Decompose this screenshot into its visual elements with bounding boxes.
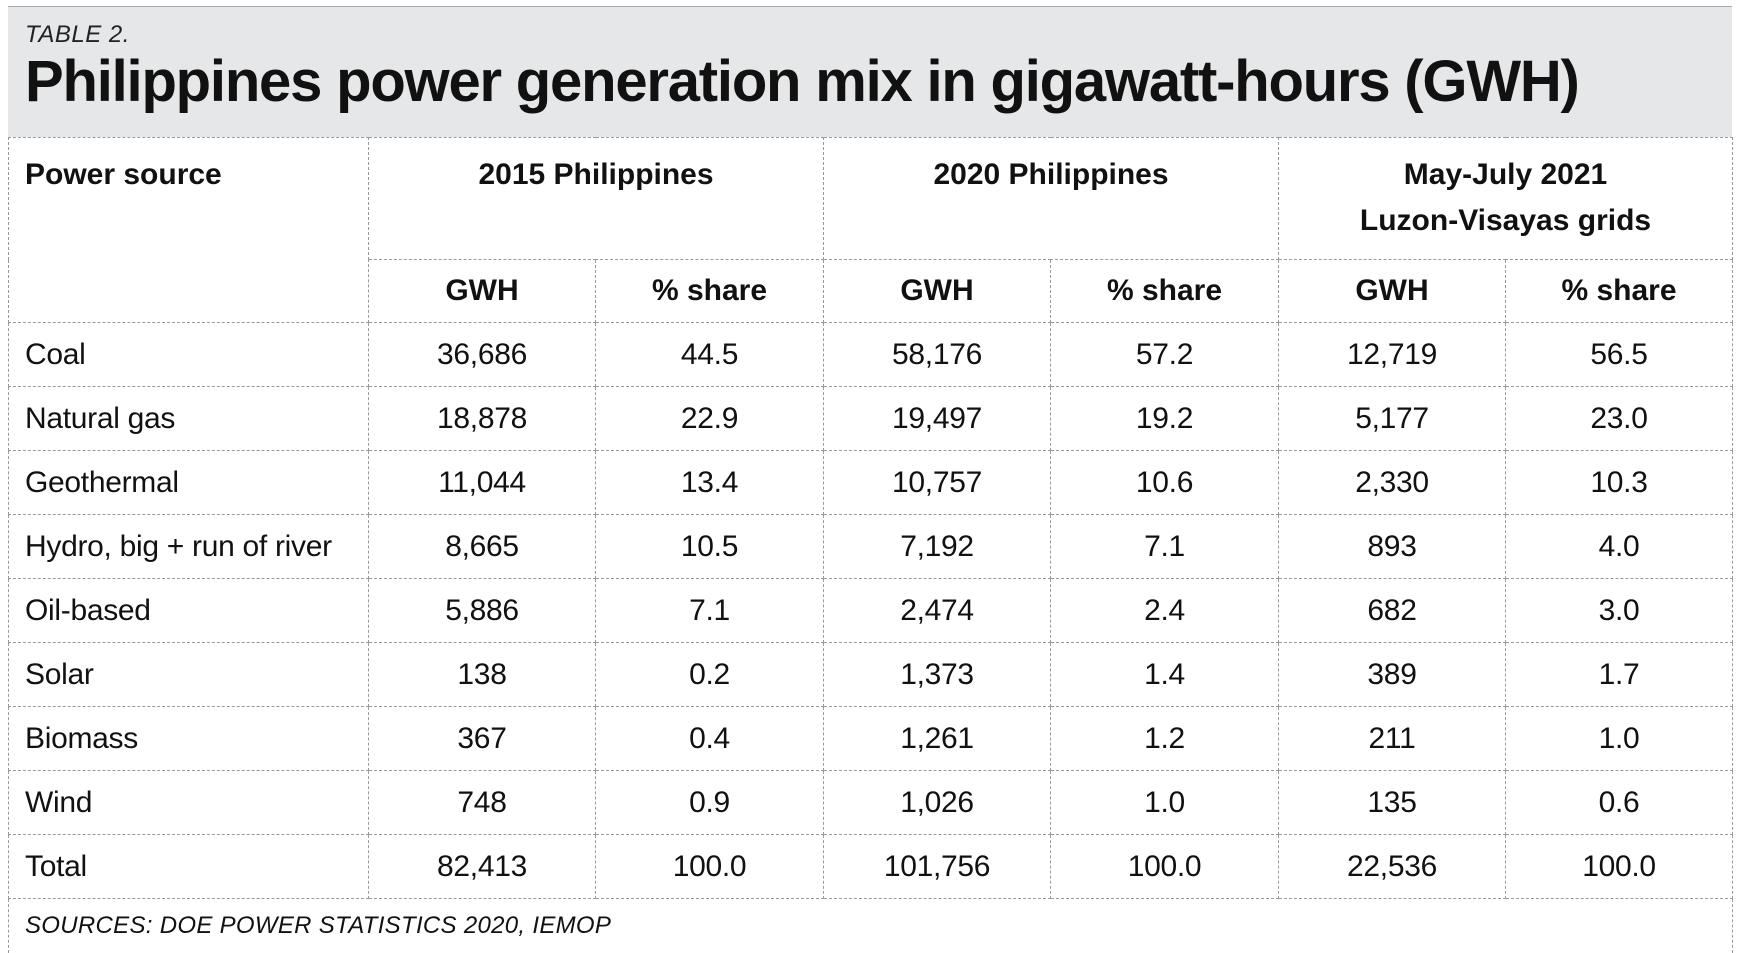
share-cell: 3.0 (1506, 579, 1733, 643)
share-cell: 1.4 (1051, 643, 1279, 707)
group-header-row: Power source 2015 Philippines 2020 Phili… (9, 138, 1733, 260)
group-header-line: May-July 2021 (1279, 152, 1732, 198)
share-cell: 0.4 (596, 707, 824, 771)
gwh-cell: 389 (1279, 643, 1506, 707)
gwh-cell: 138 (369, 643, 596, 707)
sources-row: SOURCES: DOE POWER STATISTICS 2020, IEMO… (9, 899, 1733, 953)
gwh-cell: 5,886 (369, 579, 596, 643)
gwh-cell: 682 (1279, 579, 1506, 643)
gwh-cell: 1,373 (824, 643, 1051, 707)
share-cell: 10.5 (596, 515, 824, 579)
table-figure: TABLE 2. Philippines power generation mi… (0, 0, 1740, 929)
gwh-header: GWH (1279, 260, 1506, 323)
share-cell: 44.5 (596, 323, 824, 387)
share-header: % share (1506, 260, 1733, 323)
power-source-cell: Hydro, big + run of river (9, 515, 369, 579)
share-cell: 0.2 (596, 643, 824, 707)
gwh-cell: 2,330 (1279, 451, 1506, 515)
group-header-2020: 2020 Philippines (824, 138, 1279, 260)
share-cell: 7.1 (1051, 515, 1279, 579)
share-cell: 13.4 (596, 451, 824, 515)
power-source-cell: Solar (9, 643, 369, 707)
share-cell: 4.0 (1506, 515, 1733, 579)
gwh-cell: 211 (1279, 707, 1506, 771)
gwh-cell: 58,176 (824, 323, 1051, 387)
share-cell: 0.9 (596, 771, 824, 835)
share-cell: 57.2 (1051, 323, 1279, 387)
gwh-cell: 893 (1279, 515, 1506, 579)
share-cell: 56.5 (1506, 323, 1733, 387)
gwh-cell: 8,665 (369, 515, 596, 579)
table-header: TABLE 2. Philippines power generation mi… (8, 6, 1732, 137)
gwh-cell: 748 (369, 771, 596, 835)
share-cell: 22.9 (596, 387, 824, 451)
share-cell: 100.0 (1051, 835, 1279, 899)
gwh-cell: 10,757 (824, 451, 1051, 515)
share-cell: 100.0 (596, 835, 824, 899)
gwh-cell: 12,719 (1279, 323, 1506, 387)
power-source-cell: Natural gas (9, 387, 369, 451)
share-header: % share (596, 260, 824, 323)
share-cell: 10.6 (1051, 451, 1279, 515)
gwh-cell: 135 (1279, 771, 1506, 835)
group-header-line: 2015 Philippines (369, 152, 823, 198)
power-source-cell: Coal (9, 323, 369, 387)
share-cell: 1.0 (1506, 707, 1733, 771)
share-cell: 19.2 (1051, 387, 1279, 451)
power-source-header: Power source (9, 138, 369, 323)
group-header-line: Luzon-Visayas grids (1279, 198, 1732, 244)
gwh-header: GWH (369, 260, 596, 323)
gwh-cell: 18,878 (369, 387, 596, 451)
power-source-cell: Biomass (9, 707, 369, 771)
power-source-cell: Total (9, 835, 369, 899)
share-cell: 23.0 (1506, 387, 1733, 451)
power-source-cell: Geothermal (9, 451, 369, 515)
power-source-cell: Oil-based (9, 579, 369, 643)
share-cell: 1.2 (1051, 707, 1279, 771)
gwh-header: GWH (824, 260, 1051, 323)
table-label: TABLE 2. (25, 21, 1716, 49)
gwh-cell: 5,177 (1279, 387, 1506, 451)
gwh-cell: 367 (369, 707, 596, 771)
group-header-2015: 2015 Philippines (369, 138, 824, 260)
gwh-cell: 1,026 (824, 771, 1051, 835)
gwh-cell: 2,474 (824, 579, 1051, 643)
share-cell: 10.3 (1506, 451, 1733, 515)
sources-note: SOURCES: DOE POWER STATISTICS 2020, IEMO… (9, 899, 1733, 953)
share-cell: 7.1 (596, 579, 824, 643)
gwh-cell: 1,261 (824, 707, 1051, 771)
group-header-2021: May-July 2021 Luzon-Visayas grids (1279, 138, 1733, 260)
share-cell: 100.0 (1506, 835, 1733, 899)
gwh-cell: 101,756 (824, 835, 1051, 899)
share-cell: 1.0 (1051, 771, 1279, 835)
share-cell: 1.7 (1506, 643, 1733, 707)
gwh-cell: 7,192 (824, 515, 1051, 579)
gwh-cell: 19,497 (824, 387, 1051, 451)
power-generation-table: Power source 2015 Philippines 2020 Phili… (8, 137, 1733, 953)
gwh-cell: 36,686 (369, 323, 596, 387)
group-header-line: 2020 Philippines (824, 152, 1278, 198)
gwh-cell: 22,536 (1279, 835, 1506, 899)
share-cell: 2.4 (1051, 579, 1279, 643)
gwh-cell: 11,044 (369, 451, 596, 515)
share-header: % share (1051, 260, 1279, 323)
share-cell: 0.6 (1506, 771, 1733, 835)
page-title: Philippines power generation mix in giga… (25, 49, 1716, 115)
gwh-cell: 82,413 (369, 835, 596, 899)
power-source-cell: Wind (9, 771, 369, 835)
